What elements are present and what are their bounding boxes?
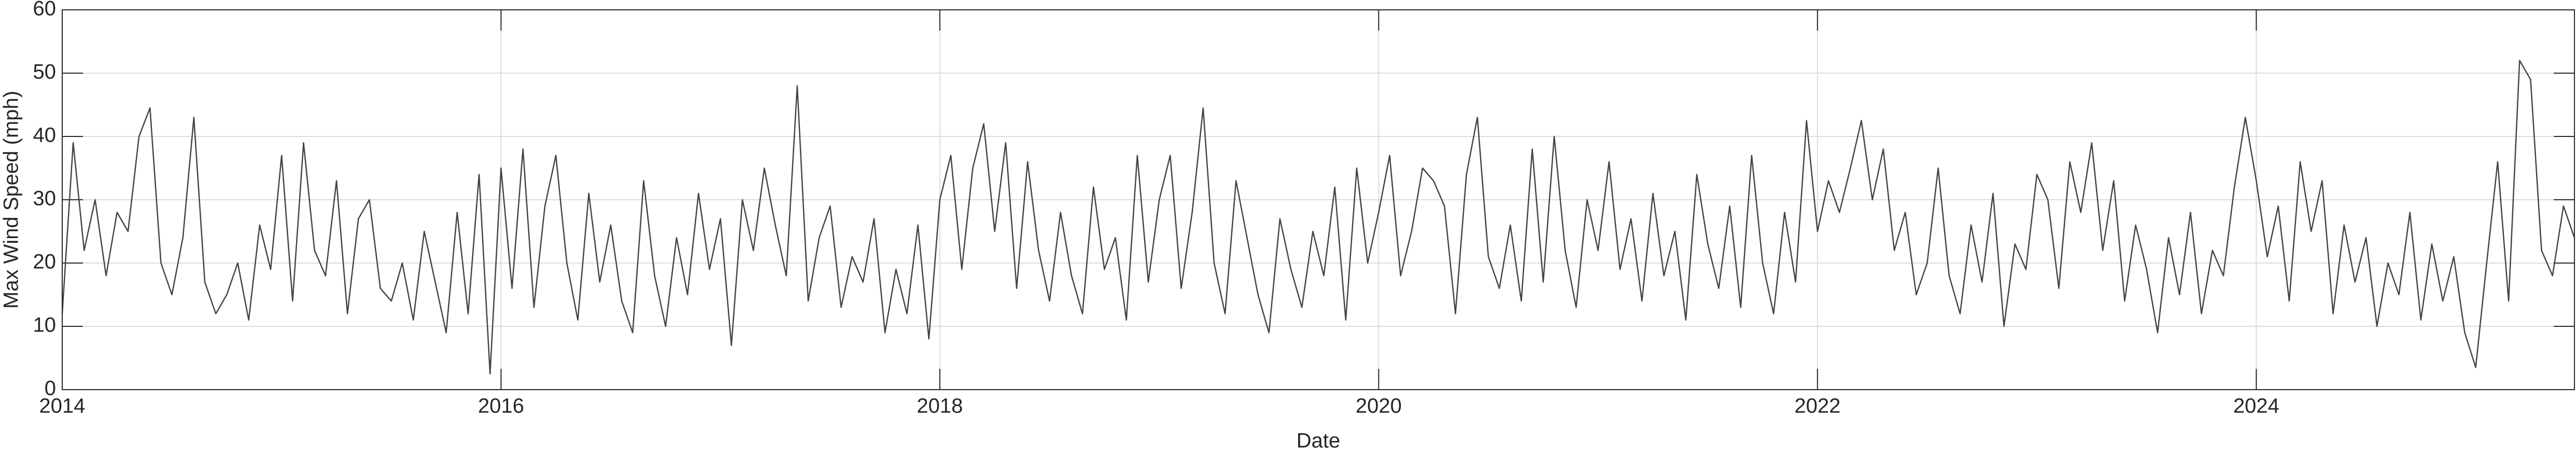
x-tick-label: 2022	[1794, 395, 1840, 418]
y-tick-label: 60	[33, 0, 57, 20]
y-tick-label: 10	[33, 314, 57, 337]
y-tick-label: 20	[33, 251, 57, 273]
x-tick-label: 2020	[1356, 395, 1402, 418]
y-tick-label: 50	[33, 61, 57, 84]
x-axis-label: Date	[1297, 430, 1341, 452]
data-line	[61, 60, 2575, 375]
y-tick-label: 40	[33, 124, 57, 147]
x-tick-label: 2014	[39, 395, 86, 418]
y-tick-label: 30	[33, 187, 57, 210]
x-tick-label: 2016	[478, 395, 524, 418]
y-axis-label: Max Wind Speed (mph)	[0, 91, 23, 309]
x-tick-label: 2018	[917, 395, 963, 418]
axes-box	[62, 9, 2575, 390]
x-tick-label: 2024	[2233, 395, 2279, 418]
y-tick-label: 0	[45, 377, 56, 400]
